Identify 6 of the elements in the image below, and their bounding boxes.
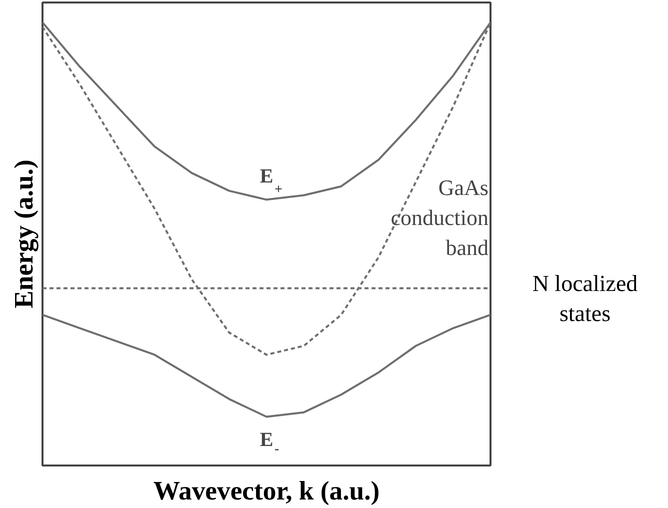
y-axis-title: Energy (a.u.) — [8, 160, 38, 308]
series-label: N localized states — [531, 270, 639, 328]
series-label: E- — [260, 428, 280, 457]
series-label: GaAs conduction band — [390, 174, 489, 260]
series-label: E+ — [260, 166, 282, 198]
x-axis-title: Wavevector, k (a.u.) — [153, 476, 380, 506]
